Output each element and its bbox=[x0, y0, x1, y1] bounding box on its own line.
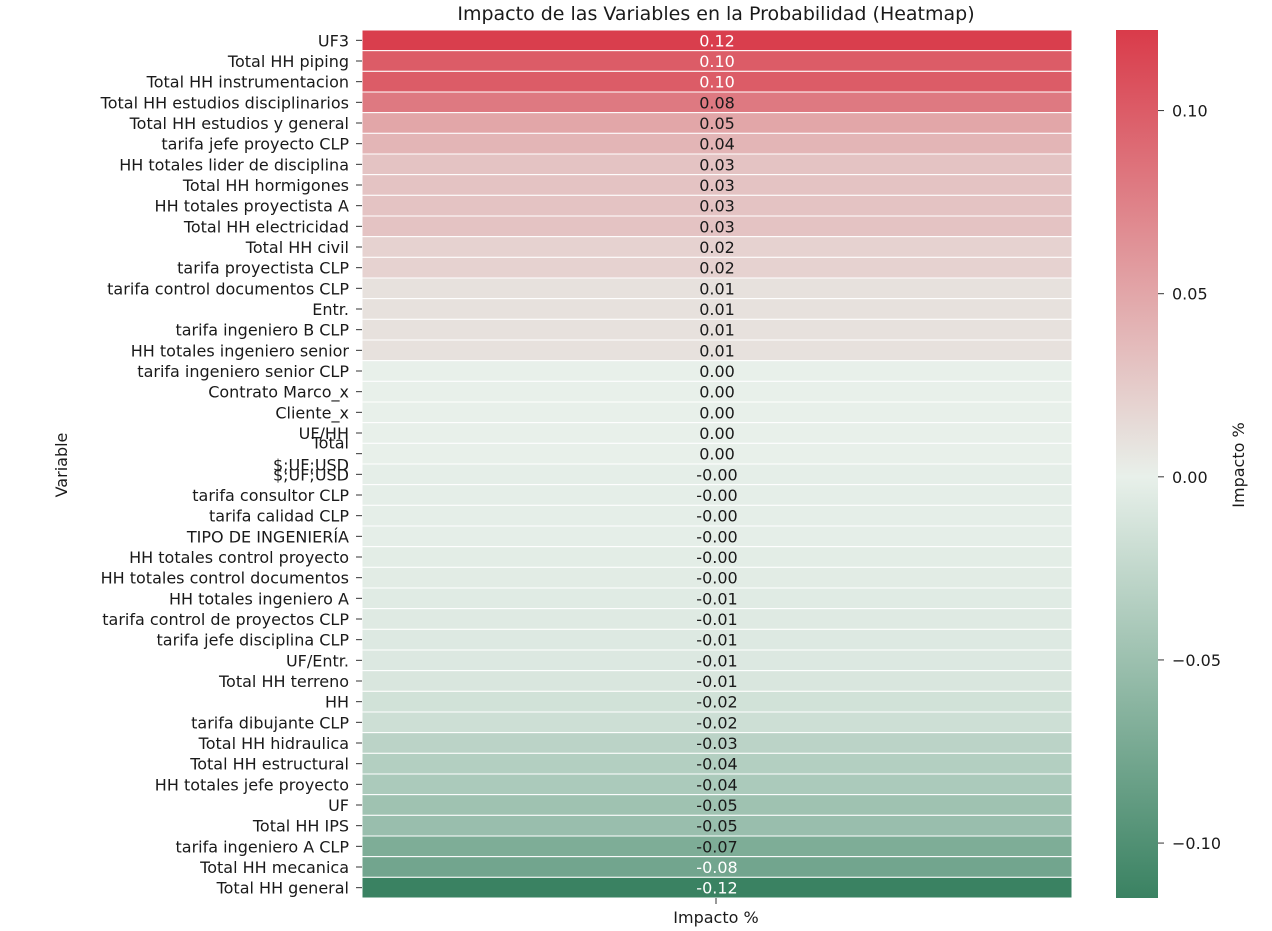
y-tick-label: tarifa control documentos CLP bbox=[107, 279, 349, 298]
cell-value-label: 0.02 bbox=[699, 259, 735, 278]
y-tick-label: tarifa ingeniero A CLP bbox=[175, 837, 349, 856]
cell-value-label: -0.03 bbox=[696, 734, 737, 753]
cell-value-label: 0.00 bbox=[699, 445, 735, 464]
y-tick-label: Total HH estructural bbox=[189, 755, 349, 774]
cell-value-label: 0.03 bbox=[699, 176, 735, 195]
y-tick-label: HH totales lider de disciplina bbox=[119, 155, 349, 174]
y-tick-label: UF3 bbox=[318, 31, 349, 50]
cell-value-label: 0.10 bbox=[699, 73, 735, 92]
y-tick-label: tarifa jefe proyecto CLP bbox=[161, 135, 349, 154]
y-tick-label: Total HH estudios y general bbox=[129, 114, 349, 133]
y-tick-label: $;UF;USD bbox=[273, 465, 349, 484]
y-tick-label: Total HH electricidad bbox=[183, 217, 349, 236]
y-tick-label: Total HH IPS bbox=[252, 817, 349, 836]
cell-value-label: -0.08 bbox=[696, 858, 737, 877]
colorbar-ticks: 0.10 0.05 0.00 −0.05 −0.10 bbox=[1158, 102, 1221, 853]
y-tick-label: UF bbox=[328, 796, 349, 815]
cell-value-label: 0.02 bbox=[699, 238, 735, 257]
y-tick-label: HH totales proyectista A bbox=[155, 197, 350, 216]
y-tick-label: tarifa ingeniero senior CLP bbox=[137, 362, 349, 381]
y-tick-label: TIPO DE INGENIERÍA bbox=[186, 527, 349, 546]
y-tick-label: tarifa dibujante CLP bbox=[191, 713, 349, 732]
cell-value-label: -0.04 bbox=[696, 775, 737, 794]
cell-value-label: -0.01 bbox=[696, 589, 737, 608]
cell-value-label: 0.04 bbox=[699, 135, 735, 154]
cell-value-label: -0.00 bbox=[696, 569, 737, 588]
y-tick-label: tarifa consultor CLP bbox=[192, 486, 349, 505]
cell-value-label: -0.05 bbox=[696, 796, 737, 815]
cell-value-label: 0.01 bbox=[699, 341, 735, 360]
x-tick-label: Impacto % bbox=[673, 908, 758, 927]
cell-value-label: -0.01 bbox=[696, 631, 737, 650]
cell-value-label: 0.08 bbox=[699, 93, 735, 112]
colorbar-tick-label: 0.00 bbox=[1172, 468, 1208, 487]
cell-value-label: -0.01 bbox=[696, 610, 737, 629]
cell-value-label: 0.03 bbox=[699, 217, 735, 236]
colorbar-tick-label: 0.05 bbox=[1172, 285, 1208, 304]
cell-value-label: 0.12 bbox=[699, 31, 735, 50]
y-tick-label: Total HH instrumentacion bbox=[146, 73, 349, 92]
y-tick-label: Contrato Marco_x bbox=[208, 383, 349, 403]
cell-value-label: -0.02 bbox=[696, 693, 737, 712]
colorbar-tick-label: −0.05 bbox=[1172, 651, 1221, 670]
cell-value-label: -0.05 bbox=[696, 817, 737, 836]
y-tick-label: Total HH general bbox=[216, 879, 349, 898]
y-tick-label: Total HH hormigones bbox=[182, 176, 349, 195]
y-tick-label: Total HH piping bbox=[227, 52, 349, 71]
cell-value-label: 0.01 bbox=[699, 300, 735, 319]
y-axis-label: Variable bbox=[52, 433, 71, 498]
heatmap-cells: 0.120.100.100.080.050.040.030.030.030.03… bbox=[361, 29, 1073, 899]
chart-title: Impacto de las Variables en la Probabili… bbox=[457, 3, 974, 25]
y-tick-label: tarifa jefe disciplina CLP bbox=[157, 631, 350, 650]
y-tick-label: Entr. bbox=[312, 300, 349, 319]
colorbar bbox=[1116, 30, 1158, 898]
y-tick-label: HH totales ingeniero senior bbox=[131, 341, 350, 360]
y-tick-label: tarifa proyectista CLP bbox=[177, 259, 349, 278]
colorbar-tick-label: −0.10 bbox=[1172, 834, 1221, 853]
y-tick-label: HH totales control documentos bbox=[101, 569, 349, 588]
cell-value-label: 0.00 bbox=[699, 362, 735, 381]
y-tick-label: Total HH mecanica bbox=[199, 858, 349, 877]
cell-value-label: -0.00 bbox=[696, 465, 737, 484]
cell-value-label: -0.04 bbox=[696, 755, 737, 774]
y-tick-label: tarifa calidad CLP bbox=[209, 507, 349, 526]
y-tick-label: UF/Entr. bbox=[286, 651, 349, 670]
y-tick-label: Cliente_x bbox=[275, 403, 349, 423]
colorbar-label: Impacto % bbox=[1229, 422, 1248, 507]
cell-value-label: 0.00 bbox=[699, 403, 735, 422]
y-tick-label: Total HH estudios disciplinarios bbox=[100, 93, 349, 112]
y-tick-label: UF/HH bbox=[299, 424, 349, 443]
colorbar-tick-label: 0.10 bbox=[1172, 102, 1208, 121]
y-tick-label: tarifa ingeniero B CLP bbox=[175, 321, 349, 340]
cell-value-label: -0.12 bbox=[696, 879, 737, 898]
cell-value-label: -0.01 bbox=[696, 672, 737, 691]
cell-value-label: -0.01 bbox=[696, 651, 737, 670]
cell-value-label: -0.00 bbox=[696, 486, 737, 505]
cell-value-label: -0.02 bbox=[696, 713, 737, 732]
y-tick-label: tarifa control de proyectos CLP bbox=[102, 610, 349, 629]
y-tick-labels: UF3 Total HH piping Total HH instrumentaci… bbox=[100, 31, 362, 898]
cell-value-label: 0.03 bbox=[699, 197, 735, 216]
cell-value-label: 0.10 bbox=[699, 52, 735, 71]
y-tick-label: Total HH terreno bbox=[218, 672, 349, 691]
y-tick-label: HH totales jefe proyecto bbox=[155, 775, 349, 794]
y-tick-label: Total HH hidraulica bbox=[198, 734, 349, 753]
cell-value-label: 0.05 bbox=[699, 114, 735, 133]
y-tick-label: HH totales ingeniero A bbox=[169, 589, 349, 608]
cell-value-label: -0.07 bbox=[696, 837, 737, 856]
y-tick-label: Total HH civil bbox=[245, 238, 349, 257]
cell-value-label: 0.01 bbox=[699, 279, 735, 298]
cell-value-label: 0.01 bbox=[699, 321, 735, 340]
cell-value-label: -0.00 bbox=[696, 527, 737, 546]
y-tick-label: HH totales control proyecto bbox=[129, 548, 349, 567]
cell-value-label: 0.00 bbox=[699, 383, 735, 402]
cell-value-label: 0.03 bbox=[699, 155, 735, 174]
cell-value-label: -0.00 bbox=[696, 507, 737, 526]
cell-value-label: 0.00 bbox=[699, 424, 735, 443]
cell-value-label: -0.00 bbox=[696, 548, 737, 567]
y-tick-label: Total $;UF;USD bbox=[273, 434, 349, 475]
y-tick-label: HH bbox=[325, 693, 349, 712]
